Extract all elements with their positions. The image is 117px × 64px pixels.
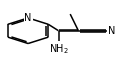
Text: NH$_2$: NH$_2$ — [49, 42, 68, 56]
Text: N: N — [108, 26, 115, 36]
Text: N: N — [24, 13, 32, 23]
